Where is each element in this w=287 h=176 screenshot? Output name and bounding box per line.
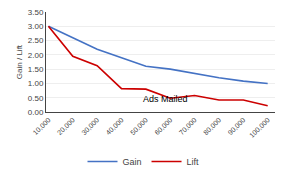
svg-text:Gain: Gain xyxy=(123,157,142,167)
svg-text:60,000: 60,000 xyxy=(153,116,173,136)
svg-text:1.00: 1.00 xyxy=(28,79,44,88)
svg-text:2.50: 2.50 xyxy=(28,36,44,45)
svg-text:80,000: 80,000 xyxy=(202,116,222,136)
svg-text:90,000: 90,000 xyxy=(226,116,246,136)
svg-text:0.50: 0.50 xyxy=(28,94,44,103)
svg-text:Ads Mailed: Ads Mailed xyxy=(143,94,188,104)
svg-text:30,000: 30,000 xyxy=(80,116,100,136)
svg-text:3.00: 3.00 xyxy=(28,22,44,31)
svg-text:3.50: 3.50 xyxy=(28,8,44,17)
svg-text:1.50: 1.50 xyxy=(28,65,44,74)
svg-text:Lift: Lift xyxy=(187,157,200,167)
svg-text:Gain / Lift: Gain / Lift xyxy=(15,44,24,79)
svg-text:100,000: 100,000 xyxy=(248,116,271,139)
svg-text:20,000: 20,000 xyxy=(56,116,76,136)
svg-text:2.00: 2.00 xyxy=(28,51,44,60)
svg-text:10,000: 10,000 xyxy=(32,116,52,136)
svg-text:70,000: 70,000 xyxy=(178,116,198,136)
svg-text:50,000: 50,000 xyxy=(129,116,149,136)
svg-text:0.00: 0.00 xyxy=(28,108,44,117)
svg-text:40,000: 40,000 xyxy=(105,116,125,136)
